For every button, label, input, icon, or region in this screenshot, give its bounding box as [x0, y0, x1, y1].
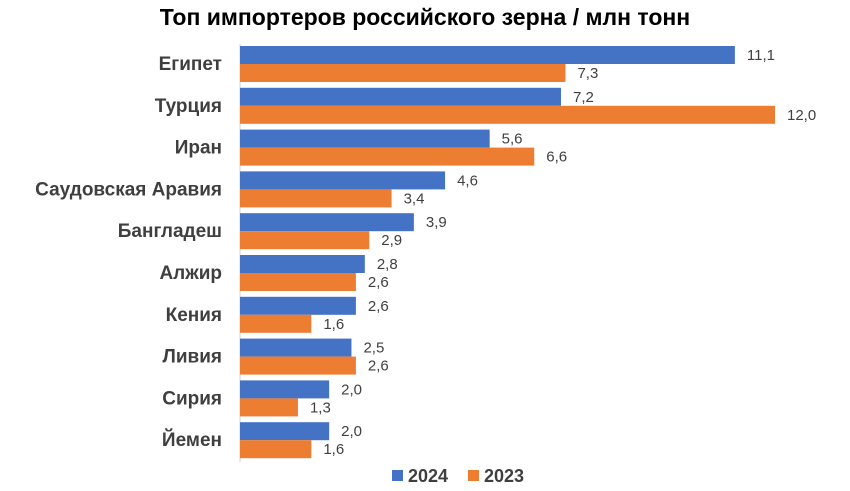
- bars-group: [240, 46, 775, 459]
- data-label-2024-cat-7: 2,5: [363, 340, 384, 357]
- category-label-8: Сирия: [162, 388, 222, 409]
- bar-2024-cat-5: [240, 255, 365, 273]
- bar-2024-cat-0: [240, 46, 735, 64]
- data-label-2023-cat-6: 1,6: [323, 316, 344, 333]
- data-label-2024-cat-2: 5,6: [502, 131, 523, 148]
- legend-label-2023: 2023: [484, 466, 524, 486]
- data-label-2023-cat-1: 12,0: [787, 107, 816, 124]
- bar-2023-cat-9: [240, 440, 312, 459]
- chart-title: Топ импортеров российского зерна / млн т…: [159, 4, 691, 30]
- bar-2024-cat-6: [240, 296, 356, 315]
- data-label-2023-cat-7: 2,6: [368, 358, 389, 375]
- bar-2023-cat-4: [240, 231, 370, 250]
- bar-2024-cat-9: [240, 422, 330, 441]
- bar-2023-cat-0: [240, 64, 566, 82]
- category-label-7: Ливия: [163, 347, 222, 368]
- bar-2024-cat-4: [240, 213, 414, 232]
- bar-2023-cat-6: [240, 314, 312, 333]
- bar-2024-cat-1: [240, 87, 561, 106]
- data-label-2024-cat-3: 4,6: [457, 172, 478, 189]
- bar-2024-cat-8: [240, 380, 330, 399]
- data-label-2024-cat-4: 3,9: [426, 214, 447, 231]
- data-label-2024-cat-8: 2,0: [341, 381, 362, 398]
- labels-group: Египет 11,1 7,3 Турция 7,2 12,0 Иран 5,6 6,6 Сауд…: [35, 47, 816, 458]
- data-label-2023-cat-8: 1,3: [310, 399, 331, 416]
- legend: 2024 2023: [392, 466, 524, 486]
- category-label-6: Кения: [166, 305, 222, 326]
- bar-2023-cat-3: [240, 189, 392, 208]
- bar-2023-cat-5: [240, 273, 356, 291]
- bar-2023-cat-8: [240, 398, 298, 417]
- bar-2024-cat-3: [240, 171, 446, 190]
- category-label-3: Саудовская Аравия: [35, 179, 222, 200]
- data-label-2024-cat-1: 7,2: [573, 89, 594, 106]
- data-label-2023-cat-9: 1,6: [323, 441, 344, 458]
- bar-2024-cat-7: [240, 338, 352, 357]
- data-label-2023-cat-2: 6,6: [546, 149, 567, 166]
- data-label-2023-cat-3: 3,4: [404, 190, 425, 207]
- category-label-9: Йемен: [162, 429, 222, 451]
- category-label-2: Иран: [175, 138, 222, 159]
- legend-label-2024: 2024: [408, 466, 448, 486]
- bar-2024-cat-2: [240, 129, 490, 148]
- data-label-2024-cat-6: 2,6: [368, 298, 389, 315]
- data-label-2024-cat-0: 11,1: [747, 47, 775, 64]
- data-label-2024-cat-9: 2,0: [341, 423, 362, 440]
- data-label-2023-cat-4: 2,9: [381, 232, 402, 249]
- category-label-0: Египет: [159, 54, 222, 75]
- legend-swatch-2023: [468, 470, 479, 481]
- category-label-1: Турция: [155, 96, 222, 117]
- category-label-4: Бангладеш: [118, 221, 222, 242]
- legend-swatch-2024: [392, 470, 403, 481]
- bar-2023-cat-7: [240, 356, 356, 375]
- data-label-2024-cat-5: 2,8: [377, 256, 398, 273]
- data-label-2023-cat-0: 7,3: [577, 65, 598, 82]
- category-label-5: Алжир: [159, 263, 222, 284]
- bar-2023-cat-1: [240, 105, 775, 124]
- data-label-2023-cat-5: 2,6: [368, 274, 389, 291]
- bar-2023-cat-2: [240, 147, 535, 166]
